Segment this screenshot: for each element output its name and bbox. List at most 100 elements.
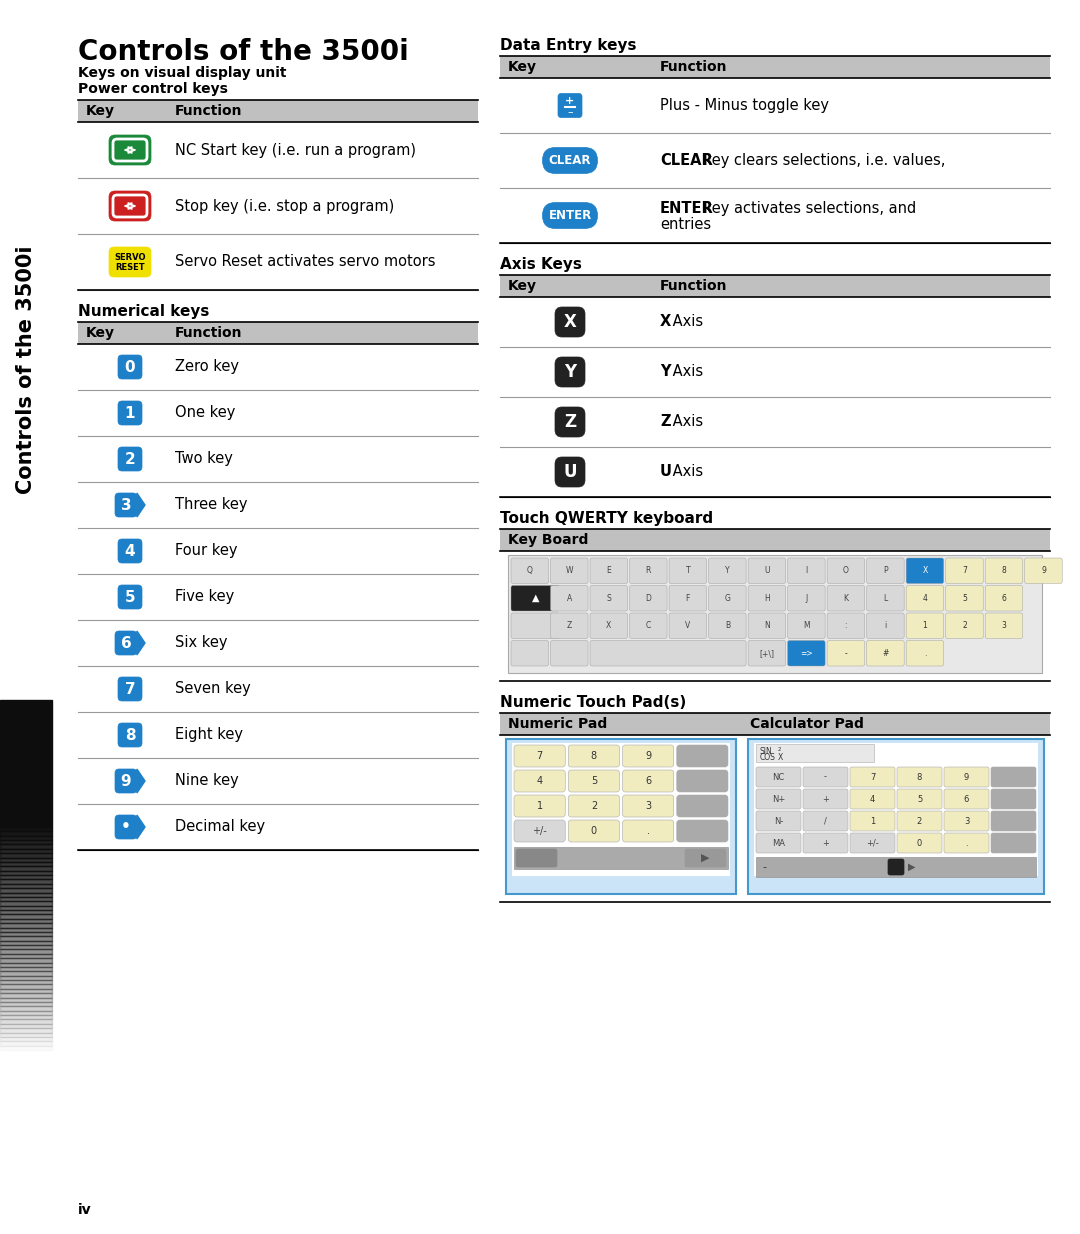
FancyBboxPatch shape	[787, 585, 825, 611]
FancyBboxPatch shape	[558, 94, 582, 117]
FancyBboxPatch shape	[787, 613, 825, 638]
FancyBboxPatch shape	[568, 770, 620, 792]
Bar	[514, 847, 728, 869]
Text: CLEAR: CLEAR	[549, 154, 591, 167]
Text: .: .	[647, 826, 650, 835]
FancyBboxPatch shape	[514, 795, 565, 817]
FancyBboxPatch shape	[511, 558, 549, 584]
Text: SIN: SIN	[760, 747, 773, 756]
Text: H: H	[764, 594, 770, 602]
Polygon shape	[137, 494, 145, 517]
FancyBboxPatch shape	[827, 558, 865, 584]
FancyBboxPatch shape	[551, 558, 588, 584]
Text: One key: One key	[175, 406, 235, 421]
Bar	[0, 888, 52, 892]
Text: Plus - Minus toggle key: Plus - Minus toggle key	[660, 97, 829, 114]
FancyBboxPatch shape	[804, 768, 848, 787]
Bar	[0, 940, 52, 945]
FancyBboxPatch shape	[542, 202, 597, 228]
FancyBboxPatch shape	[946, 585, 983, 611]
Text: X: X	[564, 313, 577, 331]
Text: iv: iv	[78, 1203, 92, 1217]
Bar	[0, 840, 52, 844]
Text: 9: 9	[963, 772, 969, 781]
FancyBboxPatch shape	[514, 821, 565, 842]
FancyBboxPatch shape	[630, 613, 667, 638]
Text: ▲: ▲	[531, 594, 539, 603]
FancyBboxPatch shape	[516, 849, 557, 868]
Text: +: +	[822, 838, 829, 848]
FancyBboxPatch shape	[511, 640, 549, 666]
FancyBboxPatch shape	[906, 558, 944, 584]
FancyBboxPatch shape	[944, 768, 989, 787]
Bar	[0, 985, 52, 988]
Text: Numeric Touch Pad(s): Numeric Touch Pad(s)	[500, 695, 686, 710]
Bar	[0, 713, 52, 717]
Text: F: F	[686, 594, 690, 602]
Text: COS: COS	[760, 753, 775, 763]
Text: Touch QWERTY keyboard: Touch QWERTY keyboard	[500, 511, 713, 526]
Bar	[0, 739, 52, 744]
Text: A: A	[567, 594, 572, 602]
FancyBboxPatch shape	[756, 811, 801, 830]
FancyBboxPatch shape	[748, 585, 785, 611]
Text: /: /	[824, 817, 827, 826]
Bar	[0, 810, 52, 813]
Text: +/-: +/-	[532, 826, 546, 835]
Bar	[0, 832, 52, 835]
Text: :: :	[845, 621, 847, 631]
FancyBboxPatch shape	[630, 558, 667, 584]
Text: Function: Function	[175, 326, 243, 341]
Text: Y: Y	[660, 364, 671, 380]
FancyBboxPatch shape	[511, 585, 559, 611]
Text: C: C	[646, 621, 651, 631]
FancyBboxPatch shape	[118, 723, 141, 747]
Text: 9: 9	[1041, 566, 1045, 575]
FancyBboxPatch shape	[514, 745, 565, 768]
FancyBboxPatch shape	[944, 833, 989, 853]
Bar	[0, 892, 52, 897]
Text: 3: 3	[121, 497, 132, 512]
Bar	[0, 880, 52, 884]
FancyBboxPatch shape	[118, 677, 141, 701]
FancyBboxPatch shape	[985, 613, 1023, 638]
FancyBboxPatch shape	[114, 814, 137, 839]
FancyBboxPatch shape	[897, 833, 942, 853]
FancyBboxPatch shape	[804, 789, 848, 810]
Bar	[0, 884, 52, 888]
FancyBboxPatch shape	[946, 613, 983, 638]
FancyBboxPatch shape	[827, 585, 865, 611]
Text: 9: 9	[121, 774, 132, 789]
Bar	[0, 949, 52, 954]
Bar	[0, 858, 52, 861]
FancyBboxPatch shape	[555, 407, 585, 437]
Text: Y: Y	[725, 566, 730, 575]
Text: J: J	[806, 594, 808, 602]
FancyBboxPatch shape	[118, 401, 141, 424]
Text: Z: Z	[564, 413, 576, 431]
Text: 6: 6	[645, 776, 651, 786]
Text: 4: 4	[922, 594, 928, 602]
Bar	[0, 827, 52, 832]
Text: Z: Z	[567, 621, 572, 631]
Bar	[0, 700, 52, 705]
FancyBboxPatch shape	[756, 833, 801, 853]
FancyBboxPatch shape	[906, 585, 944, 611]
Text: 0: 0	[124, 359, 135, 374]
Bar	[0, 1037, 52, 1041]
Bar	[0, 779, 52, 784]
FancyBboxPatch shape	[787, 640, 825, 666]
Text: RESET: RESET	[116, 263, 145, 271]
FancyBboxPatch shape	[804, 811, 848, 830]
FancyBboxPatch shape	[622, 770, 674, 792]
Text: Six key: Six key	[175, 636, 228, 650]
Bar	[0, 914, 52, 919]
Text: 4: 4	[124, 543, 135, 559]
Text: +: +	[822, 795, 829, 803]
Text: Key: Key	[86, 326, 114, 341]
Text: -: -	[824, 772, 827, 781]
FancyBboxPatch shape	[514, 770, 565, 792]
Text: W: W	[566, 566, 573, 575]
Text: 7: 7	[124, 681, 135, 696]
Text: ENTER: ENTER	[660, 201, 714, 216]
